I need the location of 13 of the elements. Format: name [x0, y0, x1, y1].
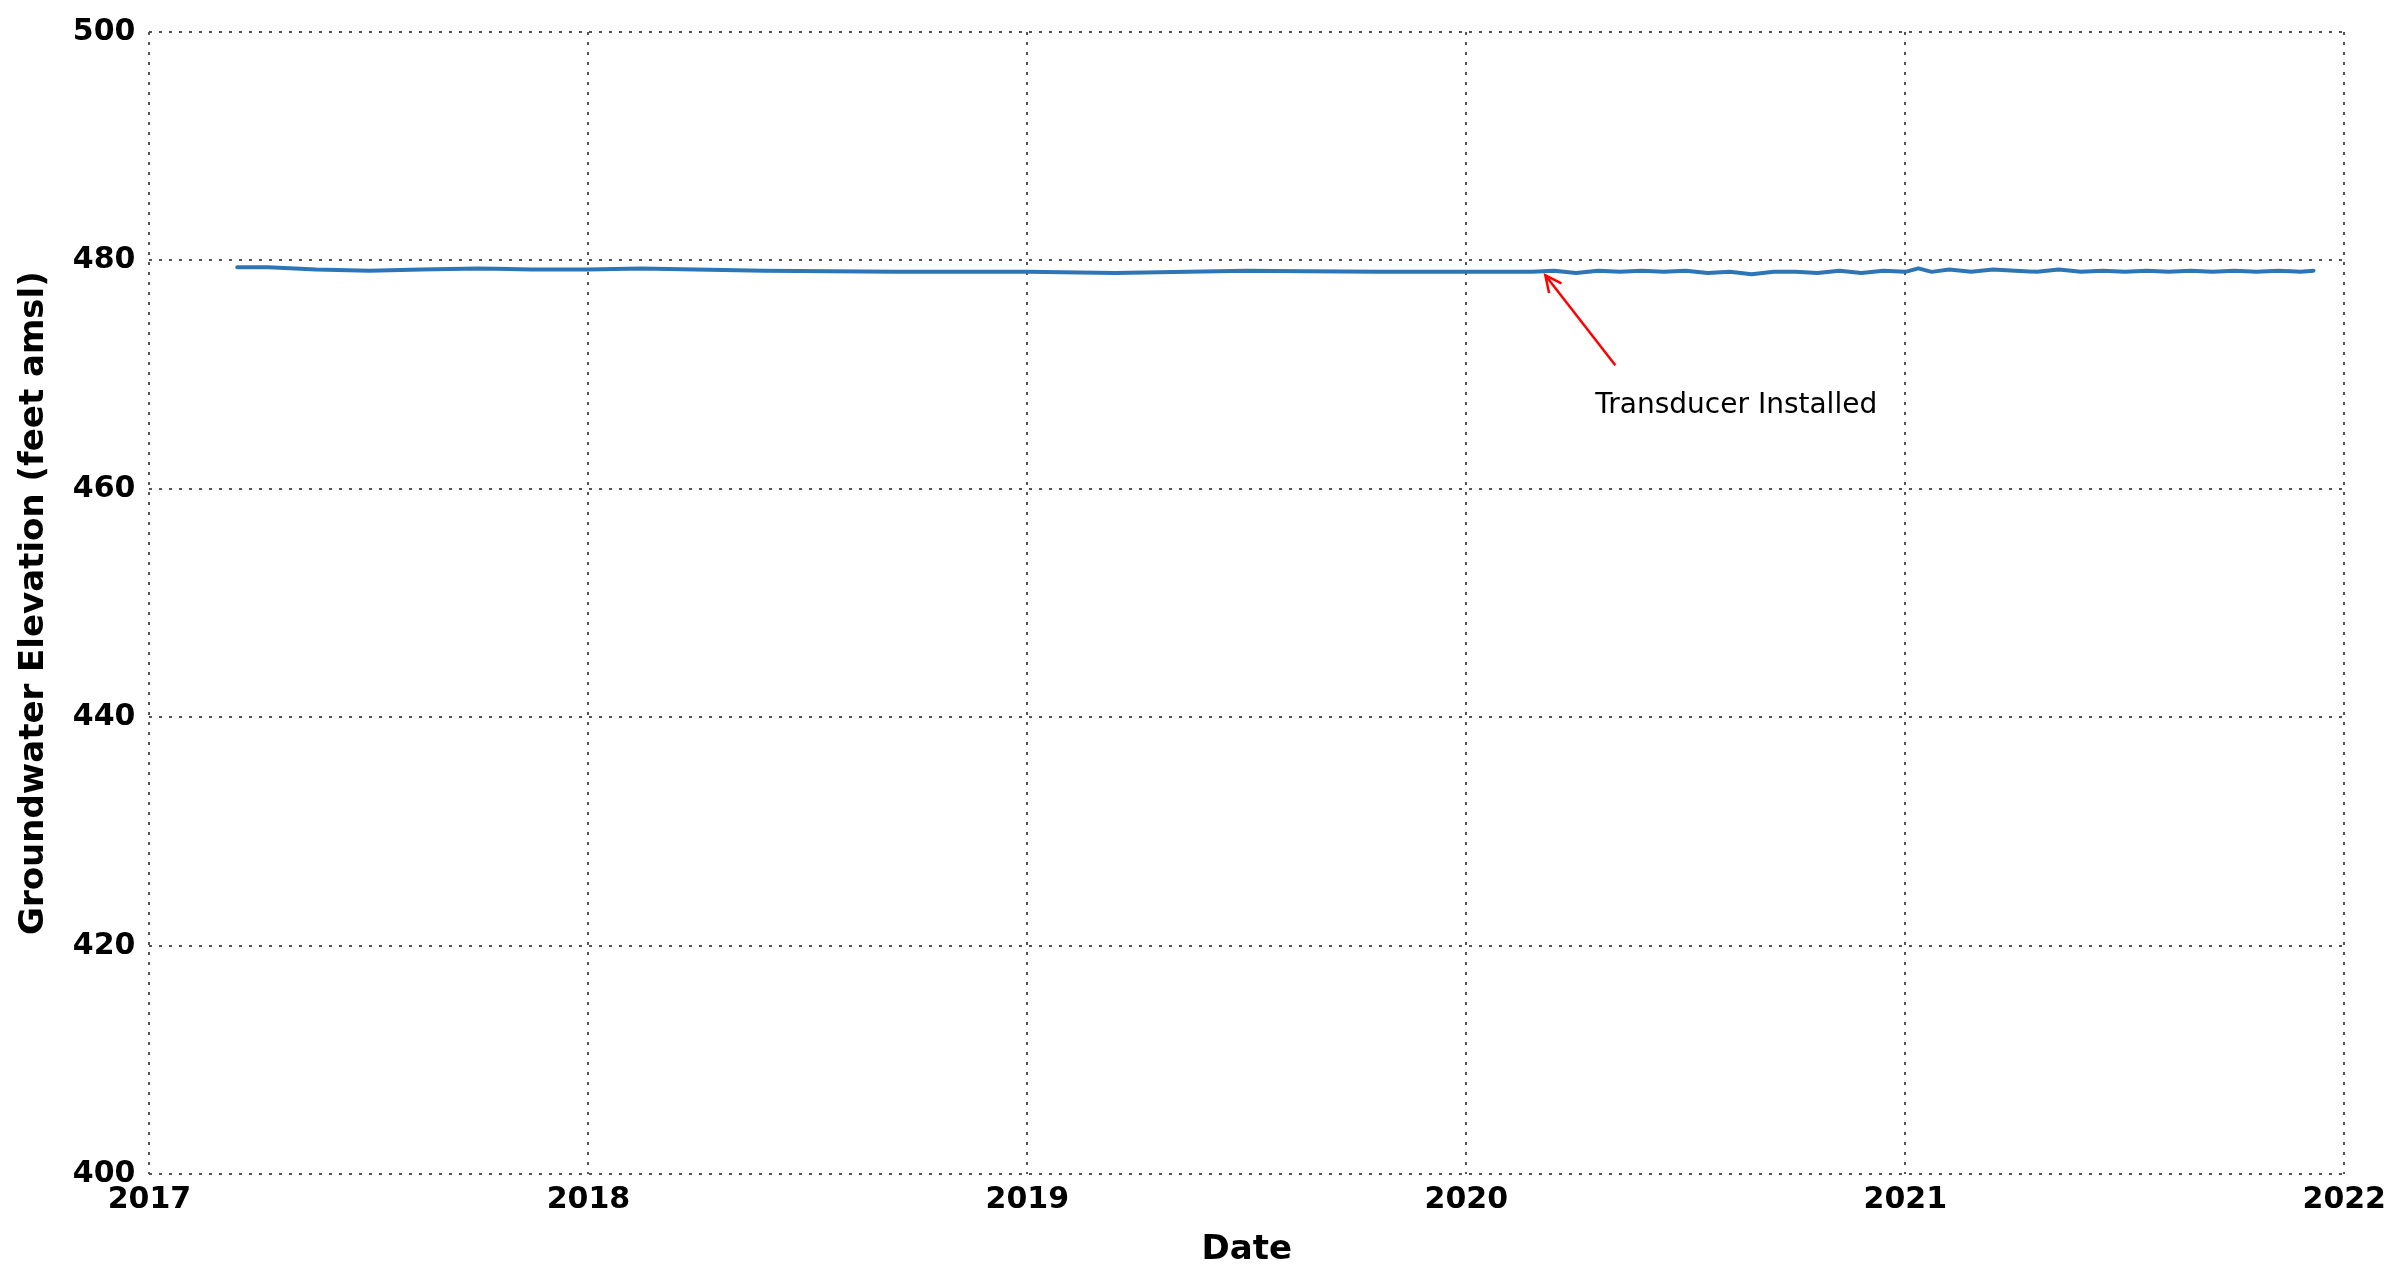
- x-tick-label: 2019: [985, 1180, 1070, 1215]
- x-tick-label: 2020: [1424, 1180, 1509, 1215]
- x-tick-label: 2021: [1863, 1180, 1948, 1215]
- x-axis-title: Date: [1201, 1227, 1293, 1268]
- x-tick-label: 2018: [546, 1180, 631, 1215]
- annotation: Transducer Installed: [1594, 386, 1878, 420]
- y-tick-label: 500: [72, 11, 136, 47]
- y-tick-label: 480: [72, 240, 136, 276]
- x-tick-label: 2022: [2302, 1180, 2386, 1215]
- y-tick-label: 440: [72, 697, 136, 733]
- y-tick-label: 420: [72, 925, 136, 961]
- y-tick-label: 460: [72, 468, 136, 504]
- y-axis-title: Groundwater Elevation (feet amsl): [11, 271, 52, 935]
